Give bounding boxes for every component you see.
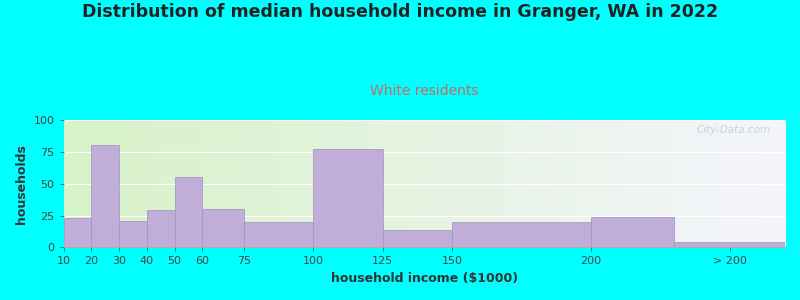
Bar [590, 217, 674, 248]
Y-axis label: households: households [15, 144, 28, 224]
Bar [63, 218, 91, 248]
Bar [91, 146, 119, 248]
Bar [119, 221, 147, 247]
Bar [674, 242, 785, 247]
Bar [382, 230, 452, 247]
Bar [202, 209, 244, 248]
Bar [174, 177, 202, 247]
X-axis label: household income ($1000): household income ($1000) [330, 272, 518, 285]
Bar [452, 222, 590, 248]
Bar [314, 149, 382, 248]
Bar [147, 211, 174, 248]
Title: White residents: White residents [370, 84, 478, 98]
Text: Distribution of median household income in Granger, WA in 2022: Distribution of median household income … [82, 3, 718, 21]
Bar [244, 222, 314, 248]
Text: City-Data.com: City-Data.com [697, 125, 770, 135]
